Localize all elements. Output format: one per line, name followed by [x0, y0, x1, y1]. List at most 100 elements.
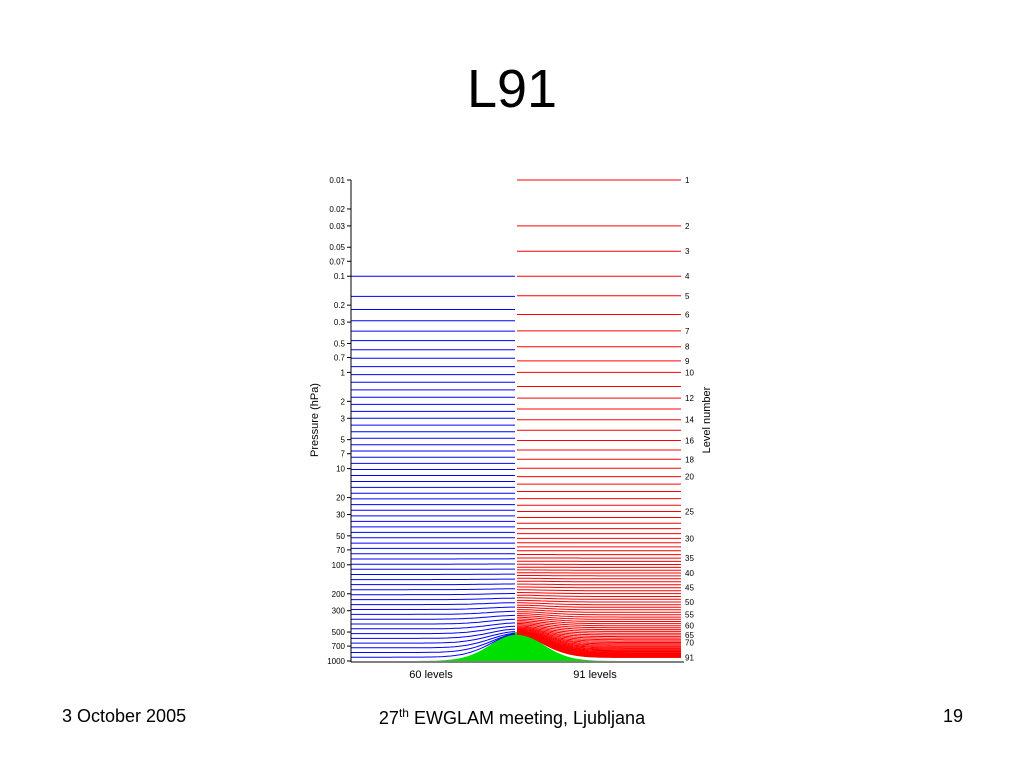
red-level-line [516, 632, 681, 648]
blue-level-line [351, 631, 516, 644]
red-level-line [517, 580, 681, 583]
level-number-label: 30 [685, 534, 694, 543]
pressure-tick-label: 0.3 [334, 318, 346, 327]
red-level-line [517, 606, 681, 611]
plot-area [351, 179, 681, 661]
level-number-label: 9 [685, 357, 690, 366]
blue-level-line [351, 618, 516, 625]
red-level-line [517, 599, 681, 603]
pressure-tick-label: 0.7 [334, 353, 346, 362]
level-number-label: 14 [685, 416, 694, 425]
orography [400, 632, 640, 661]
pressure-tick-label: 0.07 [329, 257, 345, 266]
red-level-line [516, 629, 681, 641]
blue-level-line [351, 578, 515, 581]
pressure-tick-label: 7 [341, 450, 346, 459]
axes: 0.010.020.030.050.070.10.20.30.50.712357… [327, 176, 694, 666]
pressure-tick-label: 30 [336, 510, 345, 519]
blue-level-line [351, 632, 516, 649]
pressure-tick-label: 0.03 [329, 222, 345, 231]
level-number-label: 60 [685, 622, 694, 631]
pressure-tick-label: 2 [341, 397, 346, 406]
red-level-line [517, 597, 681, 600]
red-level-line [516, 627, 681, 638]
level-number-label: 55 [685, 611, 694, 620]
red-level-line [517, 616, 681, 622]
blue-level-line [351, 633, 516, 658]
red-level-line [516, 630, 681, 642]
level-number-label: 2 [685, 222, 690, 231]
pressure-tick-label: 50 [336, 532, 345, 541]
level-number-label: 7 [685, 327, 690, 336]
slide-title: L91 [466, 59, 558, 119]
red-level-line [516, 630, 681, 643]
level-number-label: 50 [685, 598, 694, 607]
red-level-line [516, 628, 681, 639]
pressure-tick-label: 700 [332, 642, 346, 651]
red-level-line [517, 602, 681, 606]
y-axis-title: Pressure (hPa) [309, 383, 321, 457]
red-level-line [517, 589, 681, 592]
pressure-tick-label: 70 [336, 546, 345, 555]
pressure-tick-label: 0.5 [334, 339, 346, 348]
red-level-line [516, 604, 681, 608]
level-number-label: 12 [685, 394, 694, 403]
red-level-line [517, 577, 681, 580]
red-level-line [516, 615, 681, 620]
level-number-label: 70 [685, 638, 694, 647]
level-number-label: 91 [685, 653, 694, 662]
pressure-tick-label: 500 [332, 628, 346, 637]
legend-91-levels: 91 levels [573, 669, 617, 681]
pressure-tick-label: 0.05 [329, 243, 345, 252]
blue-level-line [351, 628, 516, 639]
red-level-line [517, 620, 681, 627]
pressure-tick-label: 3 [341, 414, 346, 423]
footer-event: 27th EWGLAM meeting, Ljubljana [0, 706, 1024, 729]
red-level-line [516, 613, 681, 618]
red-level-line [516, 631, 681, 646]
y2-axis-title: Level number [701, 386, 713, 453]
level-number-label: 65 [685, 631, 694, 640]
level-number-label: 20 [685, 473, 694, 482]
level-number-label: 8 [685, 343, 690, 352]
red-level-line [516, 632, 681, 647]
blue-level-line [351, 625, 516, 635]
pressure-tick-label: 0.02 [329, 205, 345, 214]
legend-60-levels: 60 levels [409, 669, 453, 681]
red-level-line [517, 609, 681, 613]
blue-level-line [351, 633, 516, 653]
level-number-label: 45 [685, 584, 694, 593]
pressure-tick-label: 0.2 [334, 301, 346, 310]
pressure-tick-label: 0.1 [334, 272, 346, 281]
level-number-label: 1 [685, 176, 690, 185]
level-number-label: 35 [685, 554, 694, 563]
blue-level-line [351, 602, 515, 606]
red-level-line [516, 631, 681, 645]
level-number-label: 16 [685, 436, 694, 445]
blue-level-line [351, 588, 515, 591]
level-number-label: 25 [685, 507, 694, 516]
blue-level-line [351, 622, 516, 630]
red-level-line [517, 624, 681, 632]
level-number-label: 3 [685, 247, 690, 256]
blue-level-line [351, 606, 515, 610]
red-level-line [517, 623, 681, 631]
pressure-tick-label: 300 [332, 607, 346, 616]
blue-level-line [351, 610, 516, 615]
blue-level-line [351, 614, 516, 620]
red-level-line [516, 626, 681, 636]
red-level-line [516, 586, 681, 589]
red-level-line [516, 625, 681, 634]
pressure-tick-label: 100 [332, 561, 346, 570]
red-level-line [517, 621, 681, 629]
level-number-label: 4 [685, 272, 690, 281]
pressure-tick-label: 20 [336, 494, 345, 503]
red-level-line [516, 633, 681, 658]
blue-level-line [351, 593, 515, 596]
page-number: 19 [943, 706, 964, 726]
level-number-label: 18 [685, 455, 694, 464]
blue-level-line [351, 583, 516, 586]
red-level-line [517, 592, 681, 595]
footer-ordinal: 27 [378, 708, 399, 728]
footer-event-name: EWGLAM meeting, Ljubljana [408, 708, 646, 728]
